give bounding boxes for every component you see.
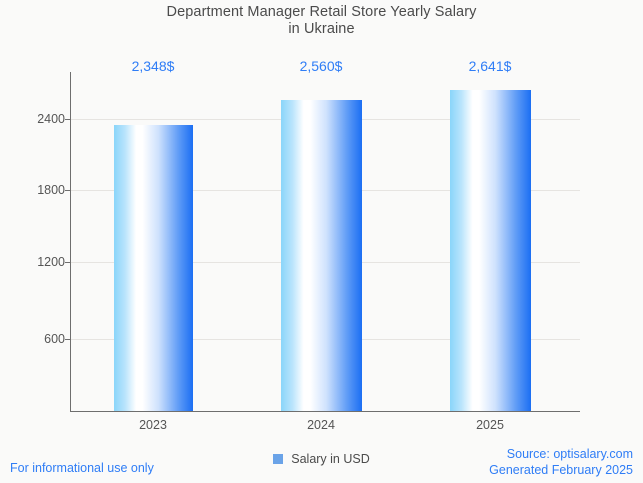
bar-value-2025: 2,641$ — [468, 58, 512, 74]
bar-2023[interactable] — [114, 125, 193, 411]
y-tick-label-1800: 1800 — [37, 183, 65, 197]
generated-line: Generated February 2025 — [489, 463, 633, 477]
bar-value-2023: 2,348$ — [131, 58, 175, 74]
y-tick-mark-1800 — [65, 190, 70, 191]
bar-2024[interactable] — [281, 100, 362, 411]
source-line: Source: optisalary.com — [506, 447, 633, 461]
y-tick-mark-2400 — [65, 119, 70, 120]
x-tick-label-2023: 2023 — [139, 418, 167, 432]
chart-legend: Salary in USD — [0, 452, 643, 466]
x-tick-label-2024: 2024 — [307, 418, 335, 432]
x-tick-label-2025: 2025 — [476, 418, 504, 432]
y-axis-line — [70, 72, 71, 412]
source-note: Source: optisalary.com Generated Februar… — [489, 446, 633, 478]
disclaimer-note: For informational use only — [10, 461, 154, 475]
y-axis: 2400 1800 1200 600 — [0, 60, 65, 411]
y-tick-label-2400: 2400 — [37, 112, 65, 126]
legend-item-salary-in-usd[interactable]: Salary in USD — [291, 452, 370, 466]
plot-area — [70, 60, 580, 411]
chart-title-line-1: Department Manager Retail Store Yearly S… — [166, 4, 477, 20]
legend-swatch-icon — [273, 454, 284, 464]
y-tick-label-1200: 1200 — [37, 255, 65, 269]
chart-title: Department Manager Retail Store Yearly S… — [0, 4, 643, 38]
chart-title-line-2: in Ukraine — [288, 21, 355, 37]
y-tick-mark-1200 — [65, 262, 70, 263]
y-tick-label-600: 600 — [44, 332, 65, 346]
x-axis-line — [70, 411, 580, 412]
bar-2025[interactable] — [450, 90, 531, 411]
y-tick-mark-600 — [65, 339, 70, 340]
bar-value-2024: 2,560$ — [299, 58, 343, 74]
